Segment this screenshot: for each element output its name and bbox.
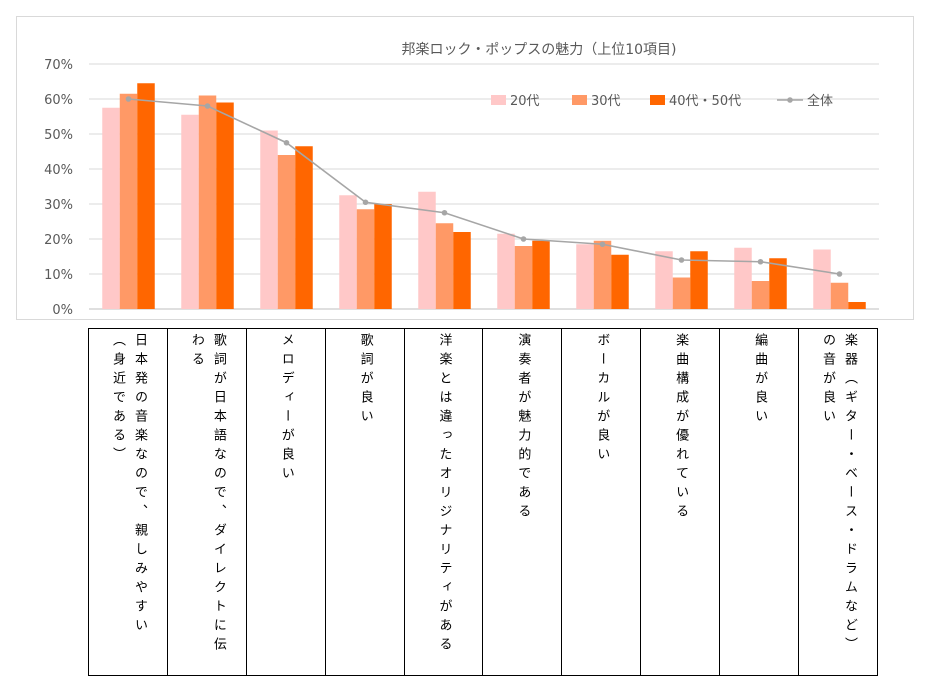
y-tick-label: 70% [44, 58, 73, 73]
chart-svg: 邦楽ロック・ポップスの魅力（上位10項目) 0% 10% 20% 30% 40% 50% 6… [44, 42, 879, 318]
line-point [757, 258, 764, 265]
category-label-row: 日本発の音楽なので、親しみやすい（身近である） 歌詞が日本語なので、ダイレクトに伝… [88, 328, 878, 676]
line-point [836, 271, 843, 277]
category-label: 演奏者が魅力的である [515, 333, 531, 523]
bars [102, 83, 866, 309]
legend-label: 20代 [510, 94, 540, 109]
category-label: 楽器（ギター・ベース・ドラムなど）の音が良い [820, 333, 857, 656]
line-point [362, 199, 369, 206]
bar-20代 [418, 191, 436, 309]
category-label: 楽曲構成が優れている [673, 333, 689, 523]
chart-title: 邦楽ロック・ポップスの魅力（上位10項目) [402, 42, 677, 58]
category-label: 編曲が良い [752, 333, 768, 428]
bar-20代 [102, 107, 120, 309]
category-label: 日本発の音楽なので、親しみやすい（身近である） [109, 333, 147, 637]
series-line-全体 [128, 98, 840, 275]
category-cell: 演奏者が魅力的である [482, 328, 563, 676]
bar-40代・50代 [611, 254, 629, 309]
category-cell: ボーカルが良い [561, 328, 642, 676]
bar-20代 [576, 244, 594, 309]
legend-label: 40代・50代 [669, 94, 741, 109]
category-cell: 洋楽とは違ったオリジナリティがある [403, 328, 484, 676]
category-cell: 日本発の音楽なので、親しみやすい（身近である） [88, 328, 168, 676]
bar-30代 [593, 240, 612, 309]
legend: 20代 30代 40代・50代 全体 [491, 93, 833, 109]
category-label: 歌詞が日本語なので、ダイレクトに伝わる [188, 333, 226, 656]
bar-40代・50代 [374, 204, 392, 309]
bar-40代・50代 [295, 146, 313, 309]
y-tick-label: 50% [44, 128, 73, 143]
y-tick-label: 60% [44, 93, 73, 108]
category-label: 洋楽とは違ったオリジナリティがある [436, 333, 452, 656]
bar-30代 [672, 277, 691, 309]
y-tick-label: 20% [44, 233, 73, 248]
line-point [283, 139, 290, 146]
bar-20代 [339, 195, 357, 309]
bar-40代・50代 [453, 232, 471, 309]
bar-40代・50代 [848, 302, 866, 309]
bar-40代・50代 [137, 83, 155, 309]
bar-20代 [734, 247, 752, 309]
chart-area: 邦楽ロック・ポップスの魅力（上位10項目) 0% 10% 20% 30% 40% 50% 6… [16, 16, 914, 320]
y-tick-label: 0% [52, 303, 73, 318]
line-point [125, 96, 132, 102]
legend-label: 全体 [807, 93, 833, 109]
legend-label: 30代 [591, 94, 621, 109]
bar-20代 [813, 249, 831, 309]
y-tick-label: 10% [44, 268, 73, 283]
category-label: ボーカルが良い [594, 333, 610, 466]
legend-swatch [650, 95, 665, 105]
bar-40代・50代 [690, 251, 708, 309]
overall-line [125, 96, 843, 277]
category-cell: 編曲が良い [719, 328, 800, 676]
y-tick-label: 30% [44, 198, 73, 213]
bar-40代・50代 [216, 102, 234, 309]
line-point [441, 209, 448, 216]
bar-40代・50代 [769, 258, 787, 309]
y-tick-label: 40% [44, 163, 73, 178]
bar-30代 [751, 281, 770, 309]
bar-30代 [198, 95, 217, 309]
y-axis-tick-labels: 0% 10% 20% 30% 40% 50% 60% 70% [44, 58, 73, 318]
bar-40代・50代 [532, 240, 550, 309]
bar-30代 [356, 209, 375, 309]
category-label: メロディーが良い [278, 333, 294, 485]
category-cell: 楽器（ギター・ベース・ドラムなど）の音が良い [798, 328, 878, 676]
bar-20代 [181, 114, 199, 309]
bar-30代 [277, 155, 296, 309]
category-cell: 歌詞が良い [324, 328, 405, 676]
legend-swatch [491, 95, 506, 105]
category-label: 歌詞が良い [357, 333, 373, 428]
line-point [599, 241, 606, 248]
bar-30代 [435, 223, 454, 309]
category-cell: 歌詞が日本語なので、ダイレクトに伝わる [166, 328, 247, 676]
line-point [678, 257, 685, 263]
bar-30代 [514, 246, 533, 309]
bar-20代 [497, 233, 515, 309]
legend-swatch [572, 95, 587, 105]
category-cell: 楽曲構成が優れている [640, 328, 721, 676]
line-point [204, 103, 211, 109]
bar-30代 [830, 282, 849, 309]
category-label-table: 日本発の音楽なので、親しみやすい（身近である） 歌詞が日本語なので、ダイレクトに伝… [88, 328, 878, 676]
category-cell: メロディーが良い [245, 328, 326, 676]
bar-20代 [655, 251, 673, 309]
line-point [520, 236, 527, 242]
bar-20代 [260, 130, 278, 309]
bar-30代 [119, 93, 138, 309]
legend-line-marker [787, 97, 793, 103]
